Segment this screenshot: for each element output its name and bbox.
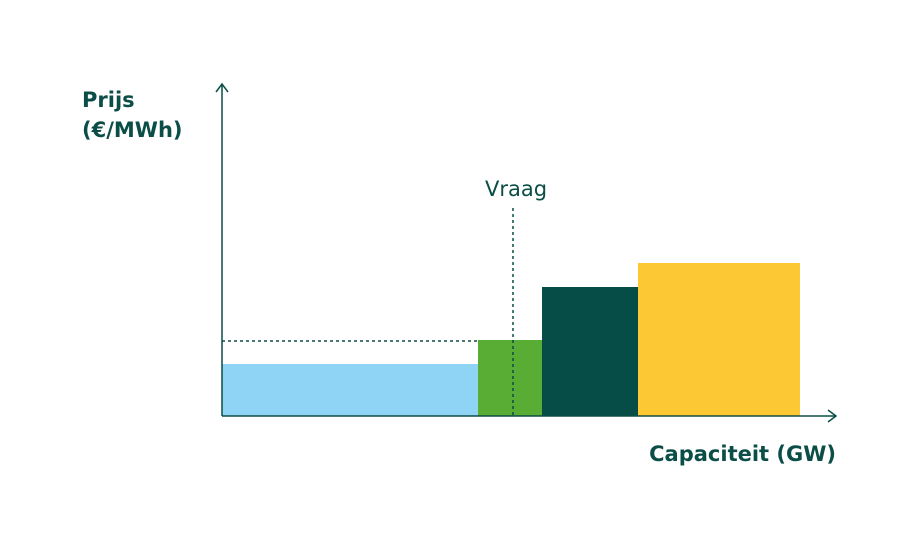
demand-label: Vraag bbox=[485, 177, 547, 201]
y-axis-label: Prijs bbox=[82, 88, 135, 112]
block-renewables bbox=[222, 364, 478, 416]
block-yellow bbox=[638, 263, 800, 416]
y-axis-label: (€/MWh) bbox=[82, 118, 183, 142]
x-axis-label: Capaciteit (GW) bbox=[649, 442, 836, 466]
x-axis-arrow bbox=[827, 409, 838, 423]
y-axis-arrow bbox=[215, 82, 229, 93]
block-dark bbox=[542, 287, 638, 416]
block-green bbox=[478, 340, 542, 416]
